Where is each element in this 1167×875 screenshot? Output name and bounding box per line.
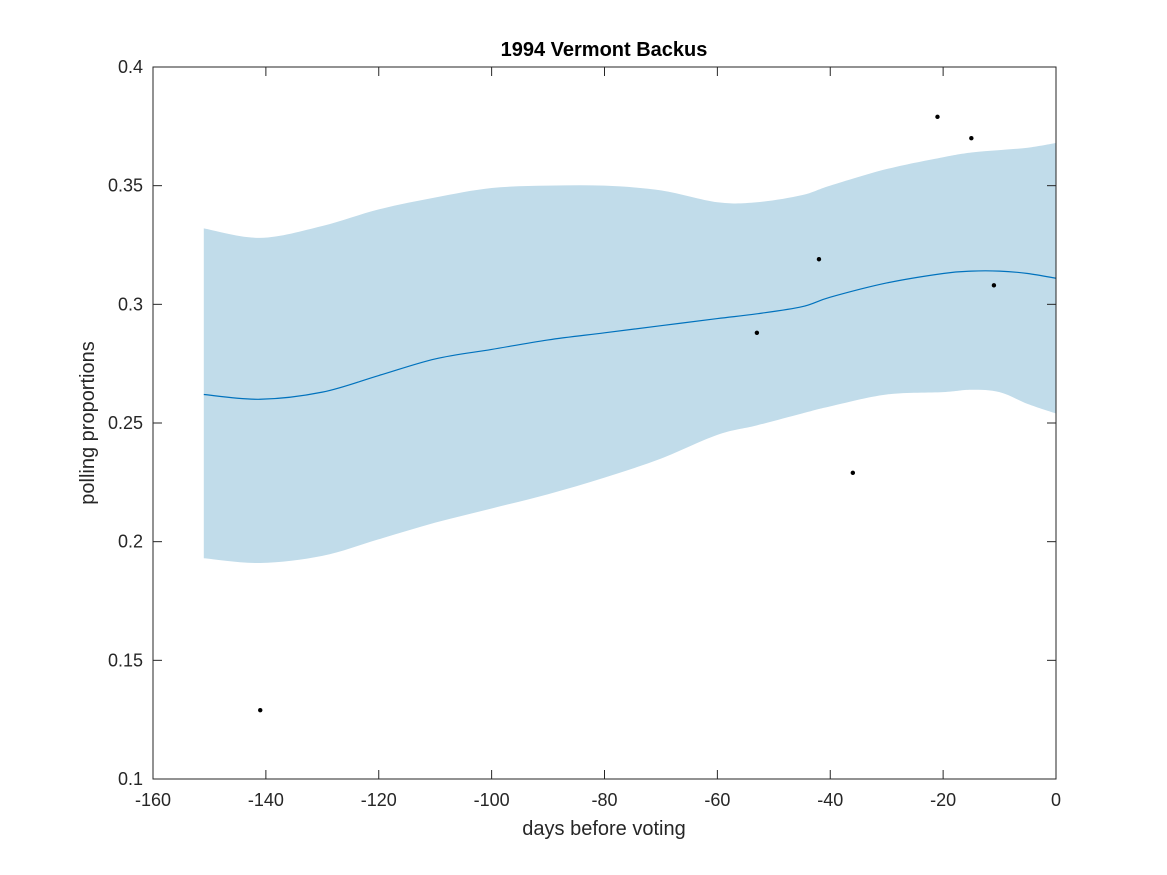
y-tick-label: 0.15 [108, 650, 143, 670]
poll-point [258, 707, 263, 713]
chart-title: 1994 Vermont Backus [501, 39, 708, 61]
x-tick-label: -80 [591, 790, 617, 810]
poll-point [969, 136, 974, 141]
x-tick-label: -120 [361, 790, 397, 810]
x-tick-label: -160 [135, 790, 171, 810]
x-tick-label: -40 [817, 790, 843, 810]
y-axis-label: polling proportions [77, 341, 99, 504]
x-tick-label: -100 [474, 790, 510, 810]
confidence-band-layer [203, 142, 1057, 564]
y-tick-label: 0.35 [108, 176, 143, 196]
x-tick-label: 0 [1051, 790, 1061, 810]
x-ticks: -160 -140 -120 -100 -80 -60 -40 -20 0 [135, 67, 1061, 810]
poll-point [991, 283, 997, 288]
poll-points-layer [258, 114, 997, 713]
y-tick-label: 0.2 [118, 532, 143, 552]
poll-point [754, 330, 760, 336]
poll-point [850, 470, 856, 476]
x-tick-label: -60 [704, 790, 730, 810]
fit-line-layer [203, 270, 1057, 400]
x-axis-label: days before voting [522, 818, 685, 840]
y-tick-label: 0.3 [118, 294, 143, 314]
y-tick-label: 0.4 [118, 57, 143, 77]
y-tick-label: 0.25 [108, 413, 143, 433]
poll-point [935, 114, 940, 120]
x-tick-label: -20 [930, 790, 956, 810]
y-ticks: 0.1 0.15 0.2 0.25 0.3 0.35 0.4 [108, 57, 1056, 789]
y-tick-label: 0.1 [118, 769, 143, 789]
x-tick-label: -140 [248, 790, 284, 810]
fit-mean-line [203, 270, 1057, 400]
confidence-band [203, 142, 1057, 564]
poll-point [816, 257, 822, 262]
